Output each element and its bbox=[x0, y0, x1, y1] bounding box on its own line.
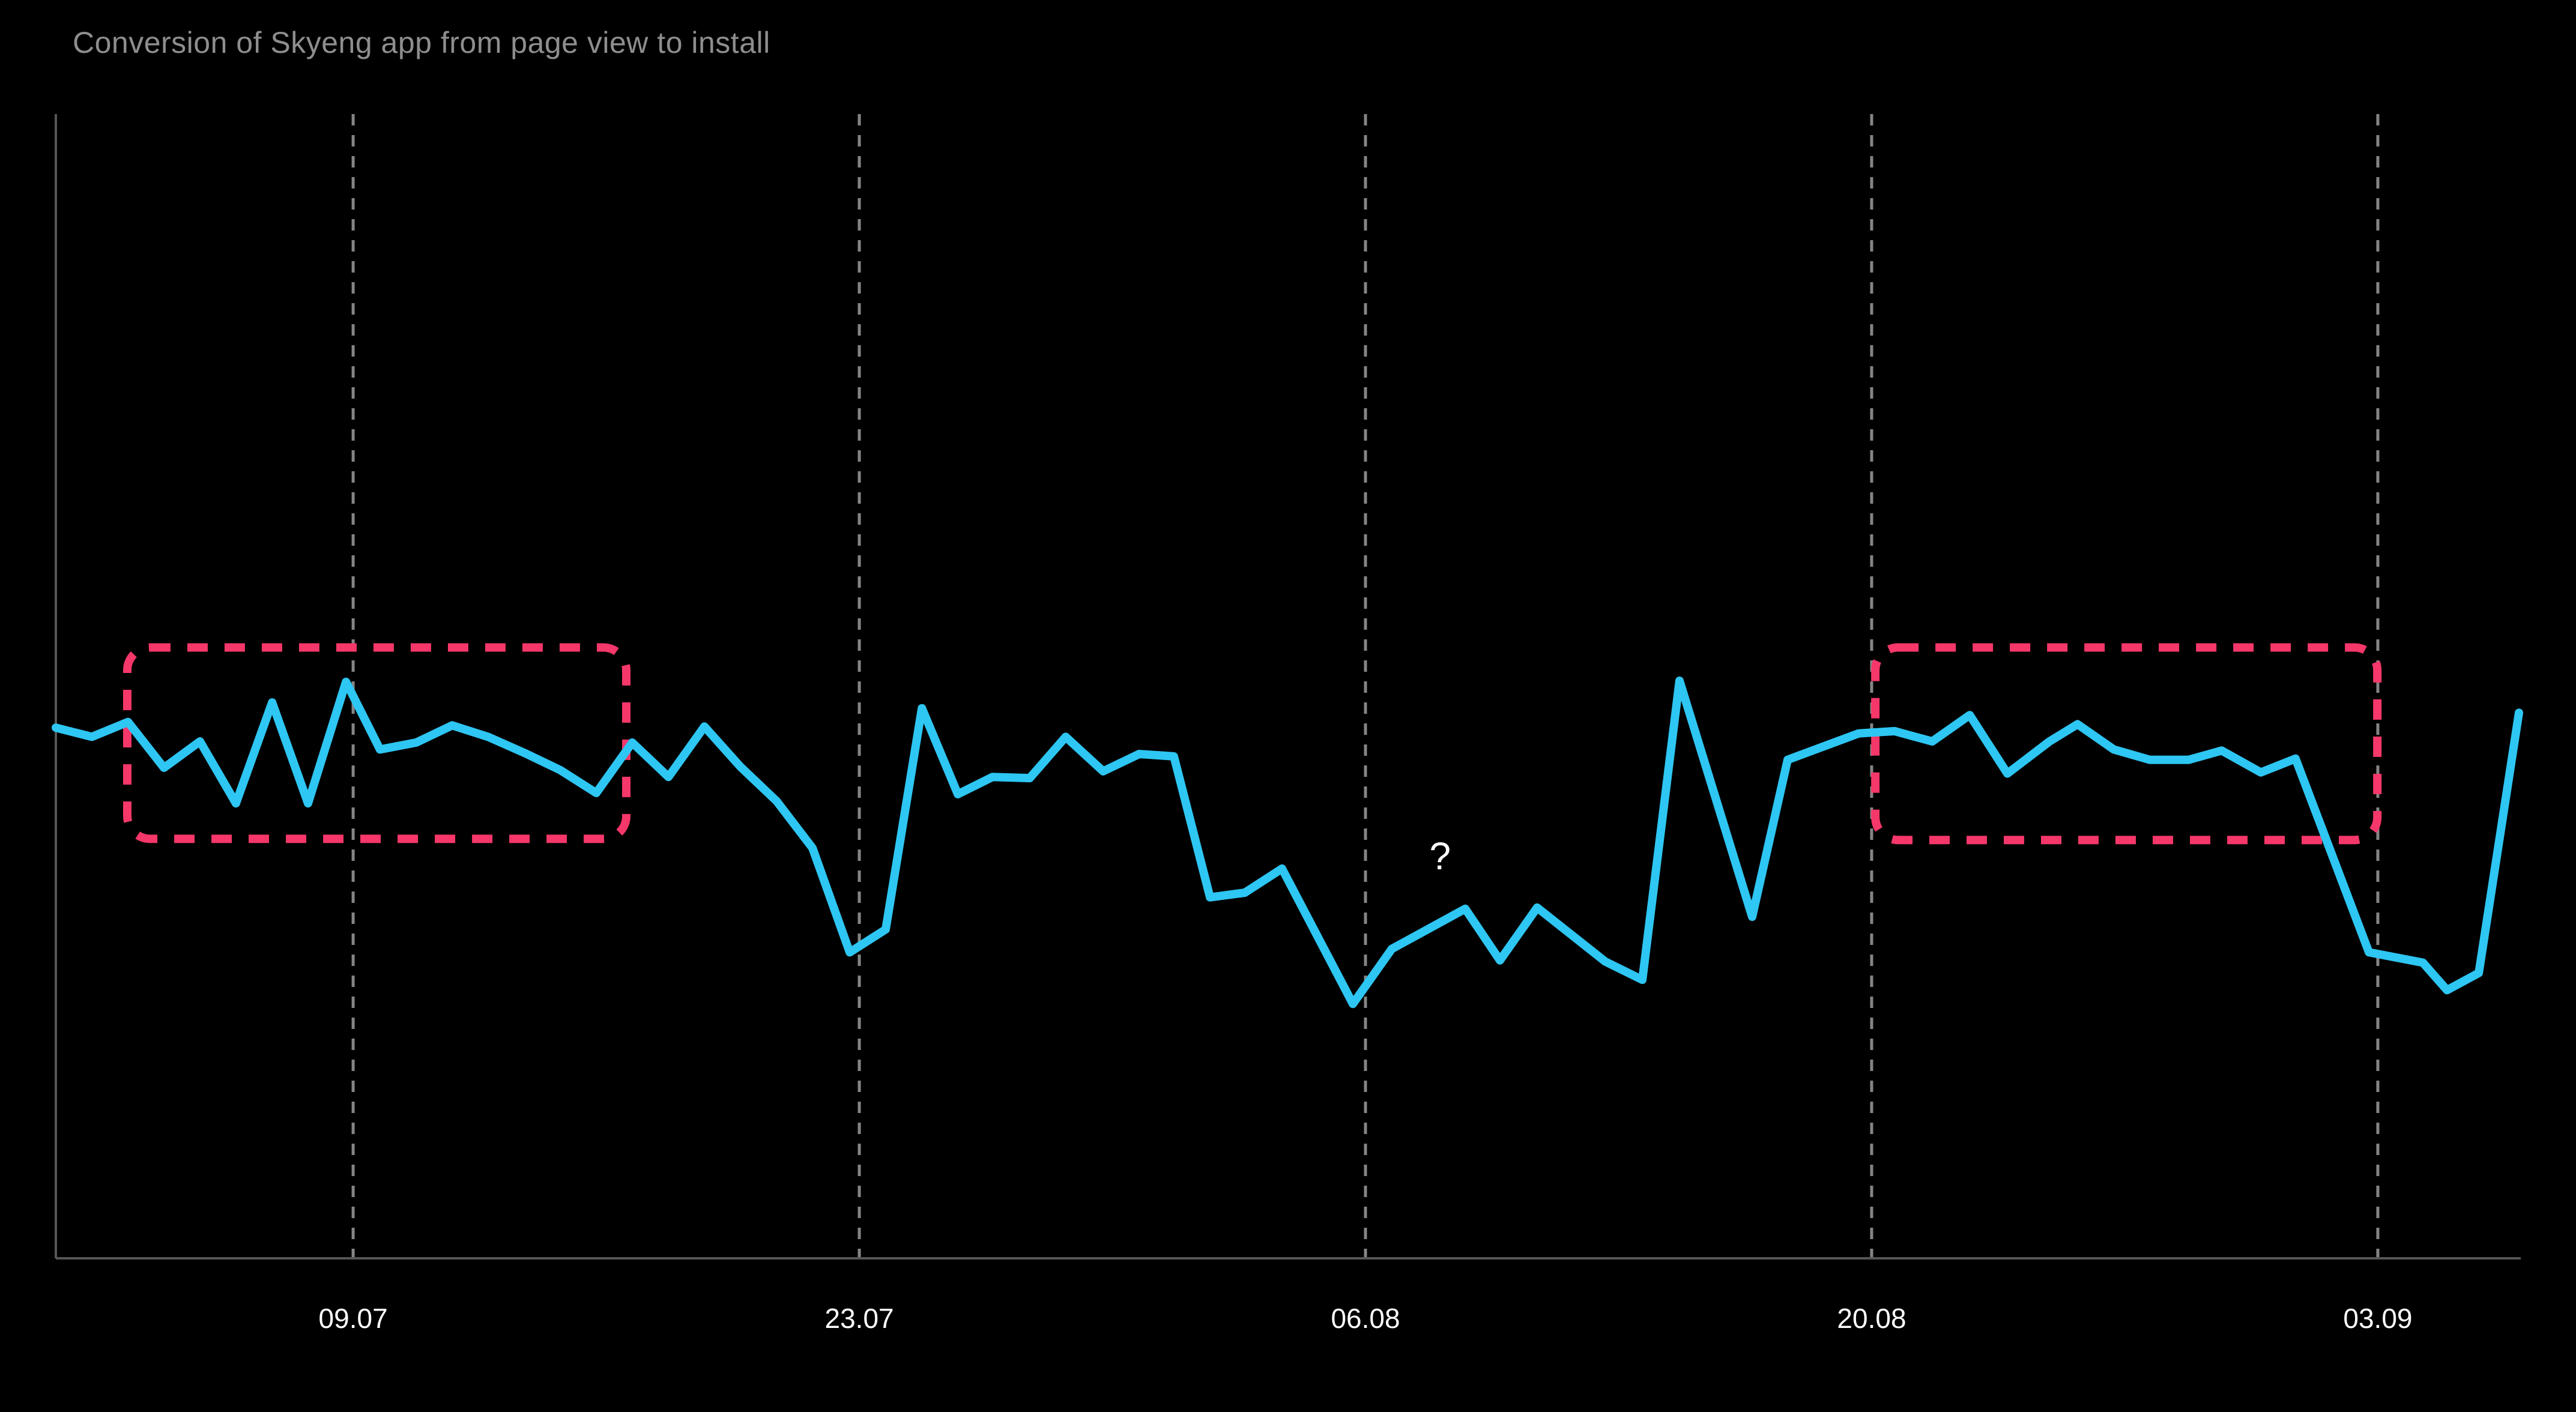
x-tick-label: 20.08 bbox=[1837, 1303, 1906, 1334]
conversion-line bbox=[52, 676, 2523, 1009]
x-tick-label: 09.07 bbox=[319, 1303, 388, 1334]
tick-labels-group: 09.07 23.07 06.08 20.08 03.09 bbox=[319, 1303, 2413, 1334]
x-tick-label: 06.08 bbox=[1331, 1303, 1400, 1334]
chart-title: Conversion of Skyeng app from page view … bbox=[73, 26, 770, 59]
x-tick-label: 03.09 bbox=[2343, 1303, 2412, 1334]
axes-group bbox=[55, 114, 2521, 1260]
highlight-box-1 bbox=[122, 643, 631, 843]
highlight-box-2 bbox=[1871, 643, 2382, 845]
gridlines-group bbox=[351, 114, 2380, 1258]
x-tick-label: 23.07 bbox=[825, 1303, 894, 1334]
series-group bbox=[52, 676, 2523, 1009]
highlight-boxes-group bbox=[122, 643, 2382, 845]
annotations-group: ? bbox=[1430, 834, 1451, 878]
question-mark-annotation: ? bbox=[1430, 834, 1451, 878]
